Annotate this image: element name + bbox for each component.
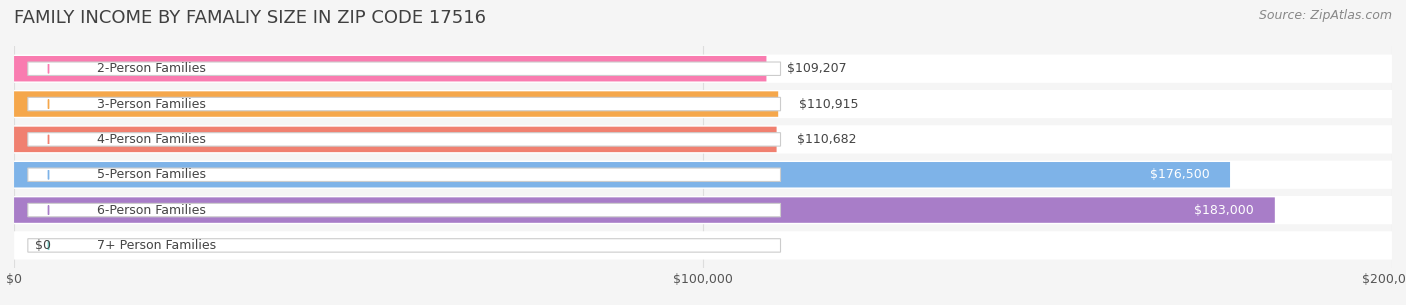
Text: $0: $0 xyxy=(35,239,51,252)
FancyBboxPatch shape xyxy=(14,125,1392,153)
FancyBboxPatch shape xyxy=(14,55,1392,83)
Text: Source: ZipAtlas.com: Source: ZipAtlas.com xyxy=(1258,9,1392,22)
Text: 4-Person Families: 4-Person Families xyxy=(97,133,205,146)
Text: 2-Person Families: 2-Person Families xyxy=(97,62,205,75)
FancyBboxPatch shape xyxy=(14,196,1392,224)
Text: $110,915: $110,915 xyxy=(799,98,859,111)
FancyBboxPatch shape xyxy=(14,91,778,117)
Text: $183,000: $183,000 xyxy=(1195,203,1254,217)
FancyBboxPatch shape xyxy=(14,197,1275,223)
FancyBboxPatch shape xyxy=(14,162,1230,188)
FancyBboxPatch shape xyxy=(28,133,780,146)
FancyBboxPatch shape xyxy=(28,203,780,217)
Text: 3-Person Families: 3-Person Families xyxy=(97,98,205,111)
Text: $176,500: $176,500 xyxy=(1150,168,1209,181)
FancyBboxPatch shape xyxy=(14,231,1392,260)
FancyBboxPatch shape xyxy=(28,239,780,252)
Text: 7+ Person Families: 7+ Person Families xyxy=(97,239,217,252)
FancyBboxPatch shape xyxy=(14,90,1392,118)
FancyBboxPatch shape xyxy=(14,161,1392,189)
FancyBboxPatch shape xyxy=(28,97,780,111)
Text: 6-Person Families: 6-Person Families xyxy=(97,203,205,217)
Text: FAMILY INCOME BY FAMALIY SIZE IN ZIP CODE 17516: FAMILY INCOME BY FAMALIY SIZE IN ZIP COD… xyxy=(14,9,486,27)
FancyBboxPatch shape xyxy=(14,56,766,81)
FancyBboxPatch shape xyxy=(28,62,780,75)
Text: 5-Person Families: 5-Person Families xyxy=(97,168,205,181)
Text: $110,682: $110,682 xyxy=(797,133,856,146)
FancyBboxPatch shape xyxy=(14,127,776,152)
FancyBboxPatch shape xyxy=(28,168,780,181)
Text: $109,207: $109,207 xyxy=(787,62,846,75)
